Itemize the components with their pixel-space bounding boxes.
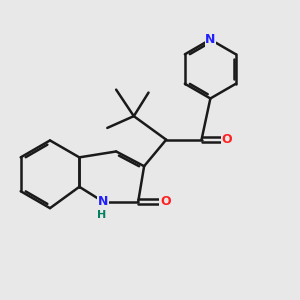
Text: O: O	[160, 195, 171, 208]
Text: N: N	[98, 195, 108, 208]
Text: H: H	[97, 210, 106, 220]
Text: O: O	[222, 133, 232, 146]
Text: N: N	[205, 33, 215, 46]
